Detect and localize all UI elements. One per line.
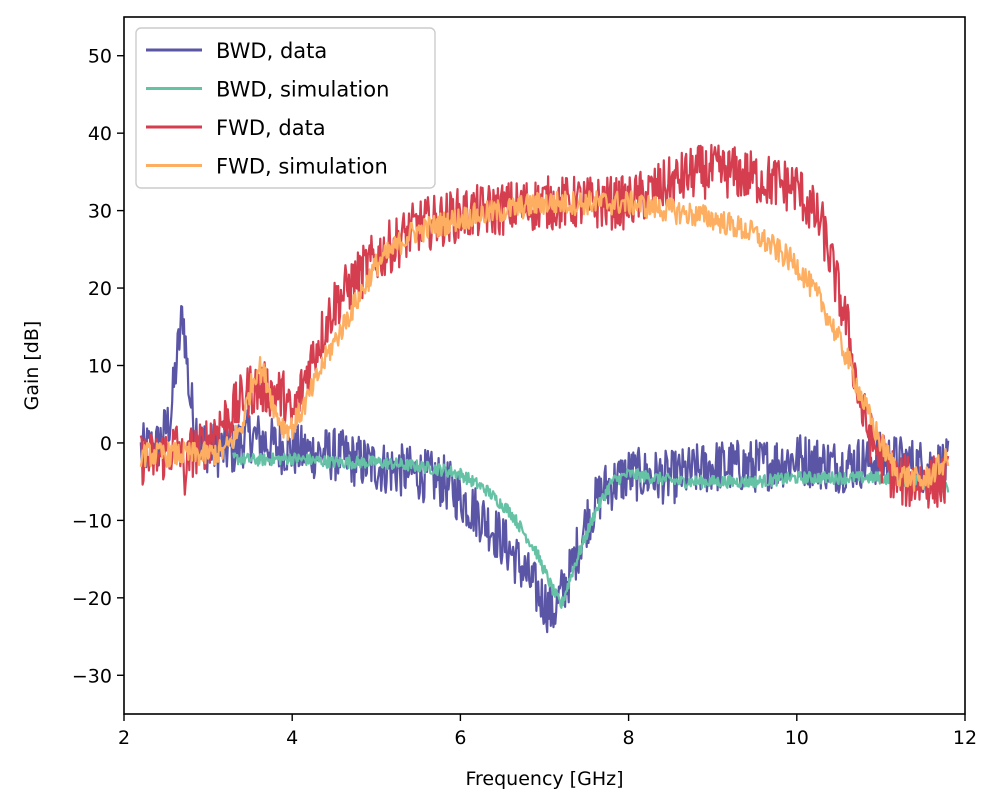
x-tick-label: 6 bbox=[454, 727, 466, 749]
x-axis-ticks: 2 4 6 8 10 12 bbox=[118, 714, 977, 749]
legend-label: FWD, data bbox=[216, 116, 326, 140]
x-tick-label: 12 bbox=[953, 727, 977, 749]
y-tick-label: 0 bbox=[100, 433, 112, 455]
y-axis-ticks: −30 −20 −10 0 10 20 30 40 50 bbox=[72, 46, 124, 687]
y-tick-label: 20 bbox=[88, 278, 112, 300]
legend-box bbox=[135, 27, 436, 189]
legend-label: BWD, data bbox=[216, 39, 327, 63]
series-layer bbox=[139, 143, 950, 634]
legend: BWD, data BWD, simulation FWD, data FWD, si… bbox=[135, 27, 436, 189]
y-axis-label: Gain [dB] bbox=[21, 321, 43, 411]
series-line-1 bbox=[139, 305, 950, 634]
y-tick-label: −10 bbox=[72, 510, 112, 532]
y-tick-label: 10 bbox=[88, 356, 112, 378]
y-tick-label: 40 bbox=[88, 123, 112, 145]
y-tick-label: −30 bbox=[72, 665, 112, 687]
x-tick-label: 10 bbox=[785, 727, 809, 749]
x-axis-label: Frequency [GHz] bbox=[465, 768, 623, 790]
legend-label: FWD, simulation bbox=[216, 155, 388, 179]
y-tick-label: 50 bbox=[88, 46, 112, 68]
y-tick-label: −20 bbox=[72, 588, 112, 610]
x-tick-label: 4 bbox=[286, 727, 298, 749]
x-tick-label: 2 bbox=[118, 727, 130, 749]
series-line-4 bbox=[139, 190, 950, 492]
legend-label: BWD, simulation bbox=[216, 78, 389, 102]
x-tick-label: 8 bbox=[623, 727, 635, 749]
series-line-2 bbox=[232, 452, 950, 609]
y-tick-label: 30 bbox=[88, 201, 112, 223]
